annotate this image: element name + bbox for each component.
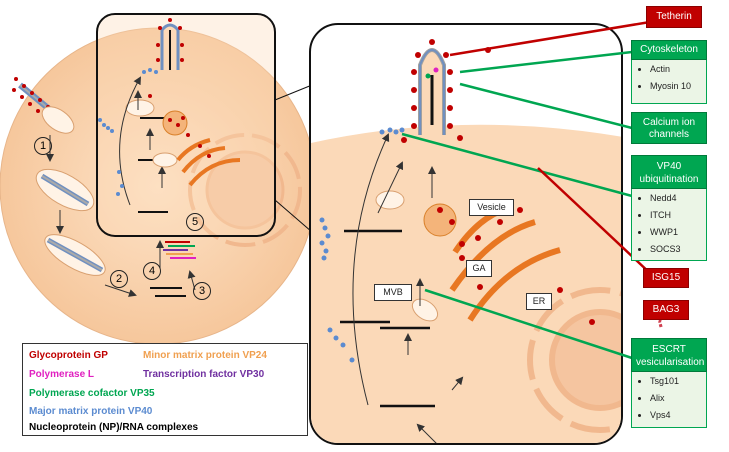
list-item: WWP1	[650, 227, 706, 238]
list-item: ITCH	[650, 210, 706, 221]
escrt-list: Tsg101 Alix Vps4	[631, 372, 707, 428]
isg15-box: ISG15	[643, 268, 689, 288]
bag3-box: BAG3	[643, 300, 689, 320]
legend: Glycoprotein GP Minor matrix protein VP2…	[22, 343, 308, 436]
cytoskeleton-box: Cytoskeleton	[631, 40, 707, 60]
inset-vp40-dots	[98, 68, 158, 196]
zoom-connector-bottom	[274, 199, 313, 233]
zoom-arrows	[352, 133, 464, 443]
label-er: ER	[526, 293, 552, 310]
step-4: 4	[143, 262, 161, 280]
step-5: 5	[186, 213, 204, 231]
tetherin-box: Tetherin	[646, 6, 702, 28]
zoom-connector-top	[274, 84, 313, 101]
label-mvb: MVB	[374, 284, 412, 301]
step-1: 1	[34, 137, 52, 155]
legend-vp40: Major matrix protein VP40	[29, 406, 153, 417]
list-item: SOCS3	[650, 244, 706, 255]
inset-budding-virion	[156, 18, 184, 70]
nucleus	[188, 133, 302, 247]
zoom-gp-dots	[437, 207, 595, 325]
step-3: 3	[193, 282, 211, 300]
label-ga: GA	[466, 260, 492, 277]
list-item: Vps4	[650, 410, 706, 421]
zoom-np-complexes	[340, 229, 435, 408]
inset-vesicles	[125, 99, 188, 168]
label-vesicle: Vesicle	[469, 199, 514, 216]
rna-fragments	[163, 241, 196, 259]
tetherin-dot	[485, 47, 491, 53]
escrt-box: ESCRT vesicularisation	[631, 338, 707, 372]
endosome	[35, 168, 95, 212]
list-item: Alix	[650, 393, 706, 404]
zoom-nucleus	[527, 287, 621, 433]
list-item: Myosin 10	[650, 81, 706, 92]
zoom-vp40-dots	[319, 127, 405, 363]
legend-pol: Polymerase L	[29, 369, 95, 380]
list-item: Nedd4	[650, 193, 706, 204]
legend-vp24: Minor matrix protein VP24	[143, 350, 267, 361]
zoom-budding-virion	[401, 39, 463, 143]
list-item: Tsg101	[650, 376, 706, 387]
cytoskeleton-list: Actin Myosin 10	[631, 60, 707, 104]
legend-np: Nucleoprotein (NP)/RNA complexes	[29, 422, 199, 433]
list-item: Actin	[650, 64, 706, 75]
vp40-ubiquitination-box: VP40 ubiquitination	[631, 155, 707, 189]
vp40-ubiquitination-list: Nedd4 ITCH WWP1 SOCS3	[631, 189, 707, 261]
legend-vp30: Transcription factor VP30	[143, 369, 265, 380]
calcium-box: Calcium ion channels	[631, 112, 707, 144]
inset-arrows	[119, 76, 154, 206]
endosome-2	[44, 234, 106, 276]
endosome-entry	[41, 106, 75, 134]
legend-vp35: Polymerase cofactor VP35	[29, 388, 155, 399]
legend-gp: Glycoprotein GP	[29, 350, 108, 361]
step-2: 2	[110, 270, 128, 288]
inset-gp-dots	[148, 94, 211, 158]
zoom-vesicles	[375, 190, 457, 322]
inset-golgi-er	[176, 138, 241, 187]
